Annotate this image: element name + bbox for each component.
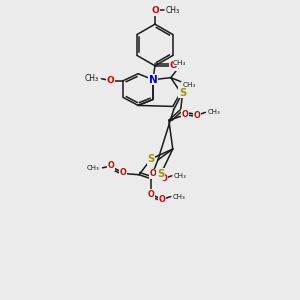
Text: O: O	[181, 110, 188, 119]
Text: S: S	[179, 88, 186, 98]
Text: O: O	[106, 76, 114, 85]
Text: CH₃: CH₃	[208, 110, 220, 116]
Text: CH₃: CH₃	[87, 165, 100, 171]
Text: CH₃: CH₃	[166, 6, 180, 15]
Text: CH₃: CH₃	[183, 82, 196, 88]
Text: O: O	[193, 111, 200, 120]
Text: CH₃: CH₃	[174, 173, 187, 179]
Text: O: O	[158, 195, 165, 204]
Text: N: N	[148, 75, 157, 85]
Text: O: O	[160, 174, 167, 183]
Text: O: O	[151, 6, 159, 15]
Text: S: S	[157, 169, 164, 179]
Text: O: O	[108, 161, 115, 170]
Text: CH₃: CH₃	[84, 74, 98, 83]
Text: O: O	[148, 190, 154, 199]
Text: O: O	[170, 61, 178, 70]
Text: O: O	[120, 168, 127, 177]
Text: CH₃: CH₃	[173, 60, 186, 66]
Text: S: S	[147, 154, 155, 164]
Text: CH₃: CH₃	[173, 194, 185, 200]
Text: O: O	[150, 169, 156, 178]
